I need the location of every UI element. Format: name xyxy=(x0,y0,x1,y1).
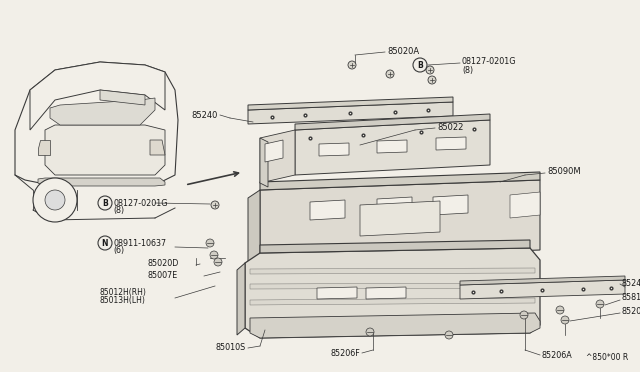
Text: 85206F: 85206F xyxy=(330,349,360,357)
Text: ^850*00 R: ^850*00 R xyxy=(586,353,628,362)
Text: 85206A: 85206A xyxy=(622,308,640,317)
Text: 85242: 85242 xyxy=(622,279,640,289)
Polygon shape xyxy=(295,120,490,175)
Text: 85010S: 85010S xyxy=(216,343,246,353)
Polygon shape xyxy=(237,263,245,335)
Text: 08127-0201G: 08127-0201G xyxy=(462,58,516,67)
Polygon shape xyxy=(150,140,165,155)
Circle shape xyxy=(211,201,219,209)
Circle shape xyxy=(520,311,528,319)
Text: 85240: 85240 xyxy=(191,110,218,119)
Polygon shape xyxy=(260,172,540,190)
Polygon shape xyxy=(248,190,260,268)
Polygon shape xyxy=(245,248,540,338)
Circle shape xyxy=(210,251,218,259)
Text: 85012H(RH): 85012H(RH) xyxy=(100,289,147,298)
Polygon shape xyxy=(15,62,178,185)
Text: B: B xyxy=(417,61,423,70)
Polygon shape xyxy=(260,240,530,253)
Polygon shape xyxy=(100,90,145,105)
Polygon shape xyxy=(265,140,283,162)
Polygon shape xyxy=(30,62,165,130)
Polygon shape xyxy=(45,125,165,175)
Circle shape xyxy=(206,239,214,247)
Circle shape xyxy=(45,190,65,210)
Polygon shape xyxy=(436,137,466,150)
Polygon shape xyxy=(377,140,407,153)
Text: 85206A: 85206A xyxy=(542,350,573,359)
Text: 85007E: 85007E xyxy=(148,272,179,280)
Text: (6): (6) xyxy=(113,247,124,256)
Polygon shape xyxy=(260,138,268,187)
Polygon shape xyxy=(360,201,440,236)
Polygon shape xyxy=(295,114,490,130)
Circle shape xyxy=(596,300,604,308)
Polygon shape xyxy=(38,140,50,155)
Circle shape xyxy=(214,258,222,266)
Circle shape xyxy=(556,306,564,314)
Text: 85020D: 85020D xyxy=(148,260,179,269)
Polygon shape xyxy=(377,197,412,217)
Polygon shape xyxy=(366,287,406,299)
Polygon shape xyxy=(460,280,625,299)
Polygon shape xyxy=(317,287,357,299)
Text: (8): (8) xyxy=(462,65,473,74)
Text: 85020A: 85020A xyxy=(387,48,419,57)
Text: 08127-0201G: 08127-0201G xyxy=(113,199,168,208)
Circle shape xyxy=(413,58,427,72)
Polygon shape xyxy=(260,130,295,183)
Polygon shape xyxy=(250,298,535,305)
Circle shape xyxy=(428,76,436,84)
Circle shape xyxy=(445,331,453,339)
Polygon shape xyxy=(250,313,540,338)
Polygon shape xyxy=(50,98,155,125)
Circle shape xyxy=(366,328,374,336)
Text: 85022: 85022 xyxy=(437,122,463,131)
Polygon shape xyxy=(250,283,535,289)
Circle shape xyxy=(426,66,434,74)
Circle shape xyxy=(386,70,394,78)
Polygon shape xyxy=(510,192,540,218)
Text: N: N xyxy=(102,238,108,247)
Polygon shape xyxy=(433,195,468,215)
Text: 85013H(LH): 85013H(LH) xyxy=(100,296,146,305)
Polygon shape xyxy=(460,276,625,285)
Text: 08911-10637: 08911-10637 xyxy=(113,238,166,247)
Polygon shape xyxy=(250,268,535,274)
Polygon shape xyxy=(38,178,165,186)
Polygon shape xyxy=(260,180,540,260)
Circle shape xyxy=(33,178,77,222)
Text: 85090M: 85090M xyxy=(547,167,580,176)
Text: B: B xyxy=(102,199,108,208)
Polygon shape xyxy=(319,143,349,156)
Circle shape xyxy=(348,61,356,69)
Text: (8): (8) xyxy=(113,206,124,215)
Text: 85810E: 85810E xyxy=(622,294,640,302)
Polygon shape xyxy=(248,102,453,124)
Circle shape xyxy=(98,196,112,210)
Circle shape xyxy=(98,236,112,250)
Polygon shape xyxy=(310,200,345,220)
Polygon shape xyxy=(248,97,453,110)
Circle shape xyxy=(561,316,569,324)
